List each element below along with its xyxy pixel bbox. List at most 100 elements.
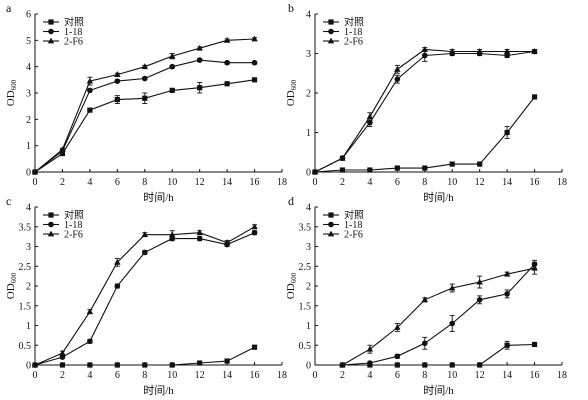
y-tick-label: 1 <box>306 321 311 332</box>
panel-letter: a <box>6 1 12 15</box>
legend-marker <box>48 19 54 25</box>
x-tick-label: 18 <box>557 177 567 188</box>
data-point <box>196 235 203 242</box>
y-tick-label: 1.5 <box>299 301 312 312</box>
data-point <box>504 291 510 297</box>
series-triangle <box>339 261 538 368</box>
y-tick-label: 3 <box>26 89 31 100</box>
data-point <box>367 119 373 126</box>
data-point <box>196 57 203 63</box>
legend-marker <box>47 230 55 237</box>
x-tick-label: 10 <box>167 177 177 188</box>
series-line <box>314 96 536 173</box>
series-line <box>34 226 255 366</box>
data-point <box>251 223 258 230</box>
y-tick-label: 2 <box>26 115 31 126</box>
legend-item: 2-F6 <box>323 230 363 241</box>
data-point <box>251 35 258 42</box>
series-line <box>342 263 536 366</box>
x-tick-label: 6 <box>395 177 400 188</box>
legend-item: 2-F6 <box>43 230 83 241</box>
data-point <box>394 165 400 171</box>
y-tick-label: 2 <box>306 89 311 100</box>
data-point <box>224 81 230 87</box>
y-tick-label: 4 <box>306 10 311 21</box>
data-point <box>449 362 455 368</box>
legend-marker <box>327 37 335 44</box>
legend-label: 2-F6 <box>64 37 83 48</box>
series-line <box>34 38 255 173</box>
legend-item: 1-18 <box>323 220 362 231</box>
data-point <box>477 362 483 368</box>
data-point <box>421 340 428 347</box>
data-point <box>422 362 428 368</box>
panel-letter: b <box>288 1 294 15</box>
x-tick-label: 18 <box>277 177 287 188</box>
y-tick-label: 2.5 <box>299 262 312 273</box>
data-point <box>196 229 203 236</box>
data-point <box>114 96 120 103</box>
y-tick-label: 0 <box>26 168 31 179</box>
data-point <box>339 167 346 173</box>
legend-label: 1-18 <box>344 27 362 38</box>
x-tick-label: 2 <box>60 177 65 188</box>
x-tick-label: 8 <box>142 370 147 381</box>
data-point <box>394 76 401 82</box>
data-point <box>394 65 401 72</box>
data-point <box>114 71 121 77</box>
x-tick-label: 6 <box>115 177 120 188</box>
data-point <box>449 48 456 54</box>
x-tick-label: 4 <box>367 177 372 188</box>
y-tick-label: 2 <box>306 282 311 293</box>
y-tick-label: 4 <box>26 62 31 73</box>
legend-item: 1-18 <box>43 220 82 231</box>
legend-item: 1-18 <box>43 27 82 38</box>
y-tick-label: 0.5 <box>299 341 312 352</box>
data-point <box>394 353 401 360</box>
data-point <box>477 161 483 167</box>
x-tick-label: 16 <box>250 177 260 188</box>
y-tick-label: 1 <box>26 321 31 332</box>
x-tick-label: 6 <box>115 370 120 381</box>
data-point <box>421 46 428 52</box>
y-tick-label: 4 <box>26 203 31 214</box>
series-line <box>342 267 535 366</box>
data-point <box>251 229 258 236</box>
x-tick-label: 4 <box>87 177 92 188</box>
legend-label: 对照 <box>344 16 364 29</box>
x-tick-label: 4 <box>87 370 92 381</box>
y-tick-label: 0 <box>26 361 31 372</box>
data-point <box>169 52 176 59</box>
data-point <box>339 361 346 368</box>
x-tick-label: 18 <box>557 370 567 381</box>
data-point <box>169 231 176 238</box>
x-tick-label: 2 <box>60 370 65 381</box>
data-point <box>59 146 66 153</box>
data-point <box>251 59 258 66</box>
data-point <box>141 249 148 256</box>
data-point <box>197 360 203 366</box>
data-point <box>142 362 148 368</box>
x-tick-label: 14 <box>222 177 232 188</box>
data-point <box>142 95 148 101</box>
data-point <box>114 362 120 368</box>
legend-label: 对照 <box>344 209 364 222</box>
data-point <box>196 44 203 51</box>
legend-label: 1-18 <box>64 220 82 231</box>
y-tick-label: 2.5 <box>19 262 32 273</box>
data-point <box>503 48 511 54</box>
panel-a: a0 2 4 6 8 10 12 14 16 180123456时间/hOD600对照1-182-… <box>5 1 287 204</box>
x-tick-label: 2 <box>340 370 345 381</box>
y-tick-label: 4 <box>306 203 311 214</box>
data-point <box>366 345 374 352</box>
data-point <box>59 349 66 356</box>
data-point <box>87 338 93 345</box>
data-point <box>87 87 93 94</box>
y-tick-label: 3.5 <box>19 222 32 233</box>
data-point <box>87 362 93 368</box>
series-circle <box>32 229 258 368</box>
data-point <box>87 107 93 113</box>
data-point <box>86 77 94 84</box>
legend-label: 对照 <box>64 209 84 222</box>
